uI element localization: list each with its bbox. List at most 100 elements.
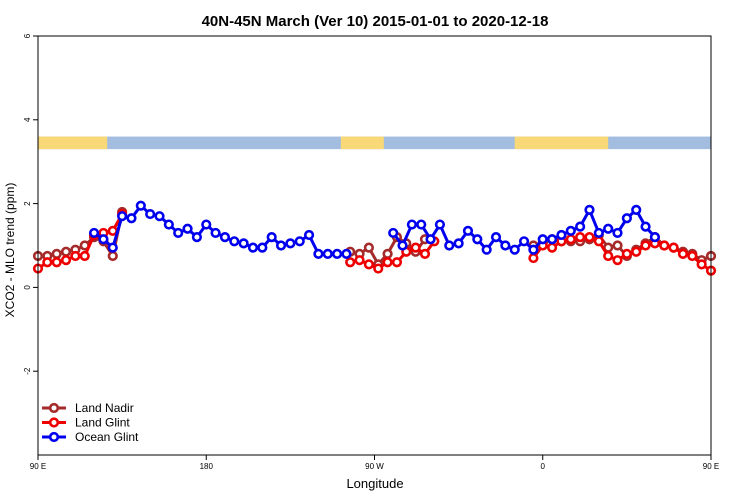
data-point	[391, 257, 403, 268]
data-point	[677, 248, 689, 259]
y-tick-label: 2	[23, 201, 32, 206]
x-tick-label: 0	[541, 462, 546, 471]
y-tick-label: 0	[23, 285, 32, 290]
legend-marker	[48, 431, 60, 443]
data-point	[322, 248, 333, 259]
data-point	[42, 257, 53, 268]
data-point	[668, 242, 679, 253]
legend-marker	[48, 417, 60, 428]
data-point	[649, 232, 661, 243]
data-point	[603, 250, 614, 262]
data-point	[593, 236, 604, 247]
y-tick-label: -2	[23, 367, 32, 375]
y-axis-label: XCO2 - MLO trend (ppm)	[3, 183, 17, 318]
data-point	[612, 240, 623, 251]
data-point	[528, 244, 539, 255]
data-point	[481, 244, 492, 255]
data-point	[612, 255, 623, 266]
x-tick-label: 180	[200, 462, 214, 471]
data-point	[341, 248, 352, 259]
data-point	[509, 244, 520, 255]
data-point	[388, 227, 399, 239]
data-point	[275, 240, 287, 251]
data-point	[472, 234, 483, 245]
data-point	[51, 248, 62, 259]
data-point	[425, 234, 436, 245]
data-point	[135, 200, 146, 211]
data-point	[584, 232, 595, 243]
land-band	[514, 136, 609, 150]
series-layer	[32, 200, 717, 276]
data-point	[163, 219, 174, 230]
data-point	[201, 219, 212, 230]
data-point	[397, 240, 408, 251]
x-tick-label: 90 E	[30, 462, 46, 471]
plot-frame	[37, 35, 712, 456]
legend-label: Land Glint	[75, 416, 130, 430]
data-point	[406, 219, 417, 230]
axes: 90 E 180 90 W 0 90 E -2 0 2 4 6	[23, 33, 719, 471]
data-point	[98, 234, 109, 245]
data-point	[434, 219, 446, 230]
data-point	[173, 227, 184, 239]
data-point	[88, 227, 100, 239]
data-point	[126, 213, 137, 224]
data-point	[373, 263, 384, 274]
data-point	[462, 225, 474, 236]
data-point	[210, 227, 221, 239]
data-point	[363, 242, 374, 253]
data-point	[659, 240, 670, 251]
data-point	[51, 257, 62, 268]
land-band	[340, 136, 384, 150]
legend-marker	[48, 402, 60, 414]
data-point	[565, 234, 576, 245]
data-point	[575, 232, 586, 243]
x-tick-label: 90 E	[703, 462, 719, 471]
data-point	[696, 259, 707, 270]
x-axis-label: Longitude	[346, 476, 403, 491]
series-ocean-glint	[88, 200, 661, 259]
data-point	[621, 213, 632, 224]
land-band	[38, 136, 108, 150]
data-point	[219, 232, 231, 243]
data-point	[416, 219, 427, 230]
data-point	[640, 221, 651, 232]
x-tick-label: 90 W	[365, 462, 384, 471]
data-point	[363, 259, 374, 270]
data-point	[584, 204, 595, 215]
data-point	[537, 234, 548, 245]
data-point	[60, 255, 72, 266]
data-point	[410, 242, 421, 253]
data-point	[191, 232, 203, 243]
data-point	[640, 240, 651, 251]
data-point	[313, 248, 324, 259]
series-line	[93, 204, 347, 256]
data-point	[453, 238, 464, 249]
data-point	[603, 223, 614, 234]
data-point	[687, 250, 698, 262]
data-point	[79, 250, 90, 262]
data-point	[556, 229, 567, 241]
data-point	[631, 204, 642, 215]
data-point	[60, 246, 72, 257]
data-point	[294, 236, 305, 247]
data-point	[229, 236, 240, 247]
data-point	[332, 248, 343, 259]
y-tick-label: 6	[23, 33, 32, 38]
data-point	[546, 234, 558, 245]
legend-label: Ocean Glint	[75, 430, 139, 444]
data-point	[238, 238, 249, 249]
data-point	[145, 208, 156, 220]
data-point	[612, 227, 623, 239]
chart-title: 40N-45N March (Ver 10) 2015-01-01 to 202…	[202, 13, 549, 30]
data-point	[354, 255, 365, 266]
data-point	[546, 242, 558, 253]
data-point	[575, 221, 586, 232]
legend-label: Land Nadir	[75, 401, 134, 415]
data-point	[565, 225, 576, 236]
data-point	[528, 252, 539, 264]
data-point	[266, 232, 277, 243]
data-point	[257, 242, 268, 253]
